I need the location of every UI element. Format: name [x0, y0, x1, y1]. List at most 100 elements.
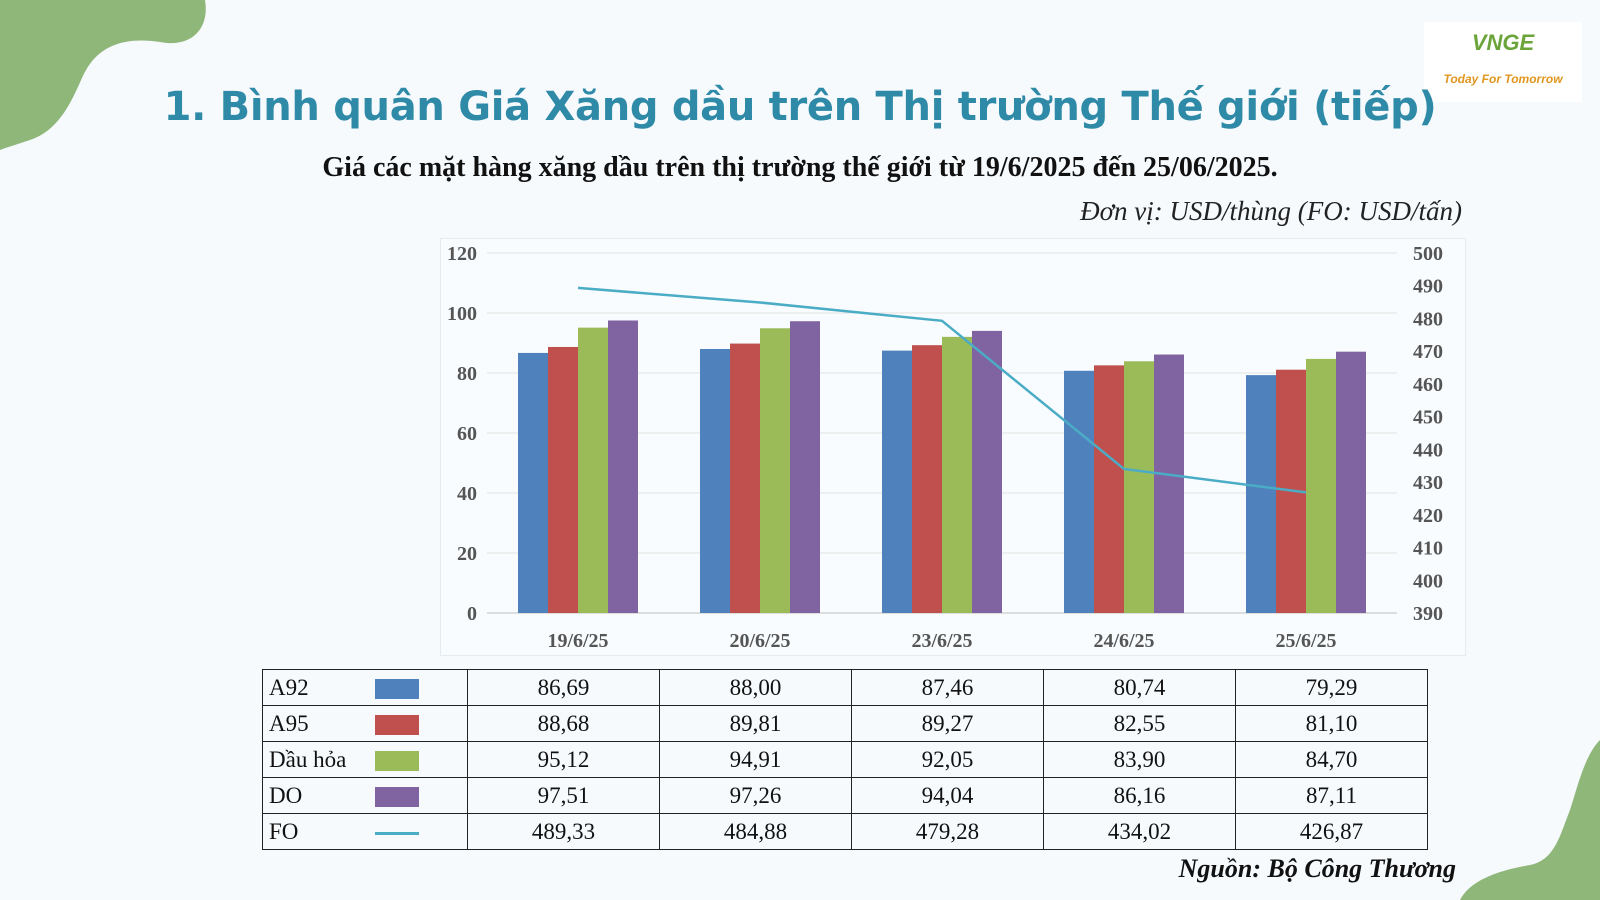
decor-leaf-top-left — [0, 0, 206, 150]
bar — [790, 321, 820, 613]
table-cell: 97,51 — [467, 777, 660, 814]
table-cell: 479,28 — [851, 813, 1044, 850]
x-axis-tick-label: 19/6/25 — [547, 630, 608, 652]
y-axis-tick-label: 0 — [467, 603, 477, 625]
data-table: A92 86,69 88,00 87,46 80,74 79,29 A95 88,68 89,8… — [262, 669, 1428, 850]
y2-axis-tick-label: 420 — [1413, 505, 1443, 527]
table-cell: 89,27 — [851, 705, 1044, 742]
legend-color-swatch — [374, 787, 419, 808]
y2-axis-tick-label: 430 — [1413, 472, 1443, 494]
y2-axis-tick-label: 450 — [1413, 407, 1443, 429]
bar — [1306, 358, 1336, 613]
table-cell: 94,04 — [851, 777, 1044, 814]
legend-line-swatch — [374, 831, 419, 835]
bar — [972, 330, 1002, 613]
x-axis-tick-label: 23/6/25 — [911, 630, 972, 652]
legend-key — [372, 741, 468, 778]
logo-tagline: Today For Tomorrow — [1443, 72, 1563, 86]
bar — [548, 346, 578, 613]
bar — [1336, 351, 1366, 613]
legend-key — [372, 813, 468, 850]
table-cell: 88,00 — [659, 669, 852, 706]
y2-axis-tick-label: 500 — [1413, 243, 1443, 265]
table-row: A92 86,69 88,00 87,46 80,74 79,29 — [262, 669, 1428, 706]
legend-color-swatch — [374, 679, 419, 700]
bar — [882, 350, 912, 613]
legend-key — [372, 777, 468, 814]
source-note: Nguồn: Bộ Công Thương — [1178, 854, 1456, 883]
y2-axis-tick-label: 470 — [1413, 341, 1443, 363]
series-name: A92 — [262, 669, 373, 706]
bar — [760, 328, 790, 613]
bar — [700, 349, 730, 613]
table-cell: 81,10 — [1235, 705, 1428, 742]
chart-area: 0 20 40 60 80 100 120 390 400 410 420 430 440 450 460 4… — [440, 238, 1466, 656]
y-axis-tick-label: 20 — [457, 543, 477, 565]
bar — [518, 352, 548, 613]
bar — [1064, 370, 1094, 613]
table-cell: 86,69 — [467, 669, 660, 706]
y-axis-tick-label: 60 — [457, 423, 477, 445]
table-cell: 83,90 — [1043, 741, 1236, 778]
series-name: Dầu hỏa — [262, 741, 373, 778]
table-cell: 89,81 — [659, 705, 852, 742]
table-cell: 87,46 — [851, 669, 1044, 706]
logo: VNGE Today For Tomorrow — [1424, 22, 1582, 102]
combo-chart: 0 20 40 60 80 100 120 390 400 410 420 430 440 450 460 4… — [447, 243, 1443, 652]
table-row: Dầu hỏa 95,12 94,91 92,05 83,90 84,70 — [262, 741, 1428, 778]
table-row: FO 489,33 484,88 479,28 434,02 426,87 — [262, 813, 1428, 850]
bar — [1094, 365, 1124, 613]
y2-axis-tick-label: 410 — [1413, 538, 1443, 560]
y2-axis-tick-label: 460 — [1413, 374, 1443, 396]
y2-axis-tick-label: 400 — [1413, 570, 1443, 592]
bar — [578, 327, 608, 613]
bar — [730, 343, 760, 613]
y-axis-tick-label: 100 — [447, 303, 477, 325]
table-cell: 97,26 — [659, 777, 852, 814]
series-line — [577, 286, 1307, 494]
table-cell: 82,55 — [1043, 705, 1236, 742]
series-name: A95 — [262, 705, 373, 742]
table-cell: 94,91 — [659, 741, 852, 778]
table-cell: 79,29 — [1235, 669, 1428, 706]
y2-axis-tick-label: 490 — [1413, 276, 1443, 298]
y-axis-tick-label: 40 — [457, 483, 477, 505]
table-cell: 434,02 — [1043, 813, 1236, 850]
y2-axis-tick-label: 480 — [1413, 308, 1443, 330]
table-row: DO 97,51 97,26 94,04 86,16 87,11 — [262, 777, 1428, 814]
bar — [942, 336, 972, 613]
logo-mark: VNGE — [1471, 30, 1535, 55]
y2-axis-tick-label: 440 — [1413, 439, 1443, 461]
legend-key — [372, 669, 468, 706]
y-axis-tick-label: 80 — [457, 363, 477, 385]
series-name: DO — [262, 777, 373, 814]
table-cell: 92,05 — [851, 741, 1044, 778]
legend-color-swatch — [374, 715, 419, 736]
table-cell: 489,33 — [467, 813, 660, 850]
table-cell: 484,88 — [659, 813, 852, 850]
legend-key — [372, 705, 468, 742]
x-axis-tick-label: 20/6/25 — [729, 630, 790, 652]
bar — [1246, 375, 1276, 613]
page-title: 1. Bình quân Giá Xăng dầu trên Thị trườn… — [163, 84, 1437, 130]
decor-leaf-bottom-right — [1460, 740, 1600, 900]
bar — [608, 320, 638, 613]
table-cell: 88,68 — [467, 705, 660, 742]
x-axis-tick-label: 24/6/25 — [1093, 630, 1154, 652]
chart-subtitle: Giá các mặt hàng xăng dầu trên thị trườn… — [322, 152, 1278, 183]
table-cell: 86,16 — [1043, 777, 1236, 814]
y-axis-tick-label: 120 — [447, 243, 477, 265]
bar — [1124, 361, 1154, 613]
bar — [1154, 354, 1184, 613]
unit-note: Đơn vị: USD/thùng (FO: USD/tấn) — [1080, 196, 1462, 226]
legend-color-swatch — [374, 751, 419, 772]
table-cell: 84,70 — [1235, 741, 1428, 778]
table-cell: 95,12 — [467, 741, 660, 778]
y2-axis-tick-label: 390 — [1413, 603, 1443, 625]
series-name: FO — [262, 813, 373, 850]
table-cell: 426,87 — [1235, 813, 1428, 850]
table-cell: 87,11 — [1235, 777, 1428, 814]
table-cell: 80,74 — [1043, 669, 1236, 706]
table-row: A95 88,68 89,81 89,27 82,55 81,10 — [262, 705, 1428, 742]
bar — [912, 345, 942, 613]
